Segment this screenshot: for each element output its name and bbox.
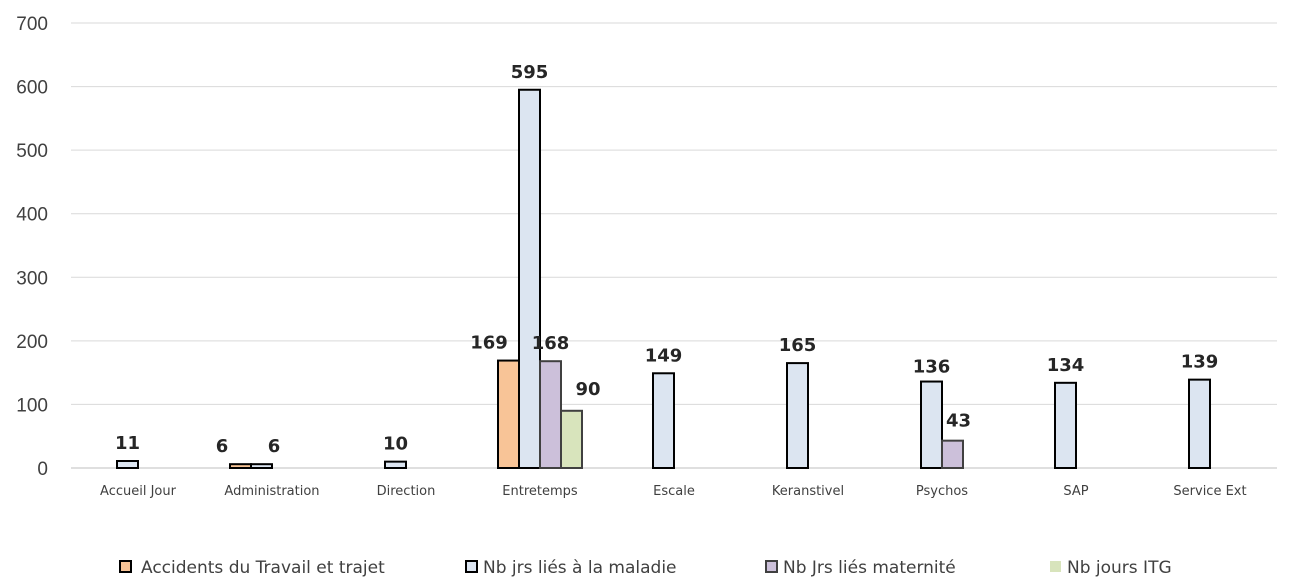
bar <box>518 88 541 469</box>
bar <box>250 463 273 469</box>
x-axis-ticks: Accueil Jour Administration Direction Entre… <box>100 484 1247 499</box>
legend-label: Nb Jrs liés maternité <box>783 558 956 578</box>
data-label: 134 <box>1047 355 1085 376</box>
gridlines <box>71 22 1277 469</box>
legend-swatch <box>119 560 132 573</box>
bar <box>941 439 964 469</box>
bar <box>497 359 520 470</box>
legend-item: Nb Jrs liés maternité <box>765 558 956 578</box>
x-tick-label: Administration <box>224 484 319 499</box>
y-tick-label: 600 <box>16 78 48 99</box>
data-label: 149 <box>645 345 683 366</box>
legend-swatch <box>465 560 478 573</box>
bar <box>229 463 252 469</box>
legend-item: Accidents du Travail et trajet <box>119 558 385 578</box>
y-tick-label: 400 <box>16 205 48 226</box>
x-tick-label: Escale <box>653 484 695 499</box>
data-label: 136 <box>913 357 951 378</box>
bar <box>920 380 943 469</box>
x-tick-label: Direction <box>377 484 436 499</box>
bar <box>652 372 675 469</box>
bars <box>116 88 1211 470</box>
bar <box>539 360 562 470</box>
data-label: 165 <box>779 335 817 356</box>
legend-label: Nb jrs liés à la maladie <box>483 558 677 578</box>
bar <box>116 460 139 469</box>
y-tick-label: 700 <box>16 14 48 35</box>
y-tick-label: 500 <box>16 141 48 162</box>
data-labels: 11 6 6 10 169 595 168 90 149 165 136 43 134 139 <box>115 62 1218 457</box>
y-tick-label: 200 <box>16 332 48 353</box>
bar <box>560 409 583 469</box>
data-label: 11 <box>115 433 140 454</box>
bar <box>1188 378 1211 469</box>
data-label: 139 <box>1181 352 1219 373</box>
x-tick-label: SAP <box>1063 484 1088 499</box>
bar <box>384 460 407 469</box>
bar <box>1054 381 1077 470</box>
legend-label: Nb jours ITG <box>1067 558 1172 578</box>
data-label: 6 <box>268 436 281 457</box>
data-label: 595 <box>511 62 549 83</box>
x-tick-label: Keranstivel <box>772 484 844 499</box>
y-tick-label: 300 <box>16 268 48 289</box>
legend-item: Nb jrs liés à la maladie <box>465 558 677 578</box>
data-label: 43 <box>946 411 971 432</box>
legend-swatch <box>1050 561 1061 572</box>
data-label: 10 <box>383 434 408 455</box>
x-tick-label: Psychos <box>916 484 968 499</box>
data-label: 169 <box>470 333 508 354</box>
y-tick-label: 100 <box>16 395 48 416</box>
legend-label: Accidents du Travail et trajet <box>141 558 385 578</box>
x-tick-label: Service Ext <box>1173 484 1246 499</box>
legend-swatch <box>765 560 778 573</box>
y-tick-label: 0 <box>37 459 48 480</box>
bar <box>786 362 809 470</box>
x-tick-label: Entretemps <box>502 484 578 499</box>
data-label: 6 <box>216 436 229 457</box>
data-label: 90 <box>575 379 600 400</box>
y-axis-ticks: 0 100 200 300 400 500 600 700 <box>16 14 48 480</box>
legend: Accidents du Travail et trajet Nb jrs lié… <box>119 558 1172 578</box>
data-label: 168 <box>532 333 570 354</box>
legend-item: Nb jours ITG <box>1050 558 1172 578</box>
x-tick-label: Accueil Jour <box>100 484 177 499</box>
